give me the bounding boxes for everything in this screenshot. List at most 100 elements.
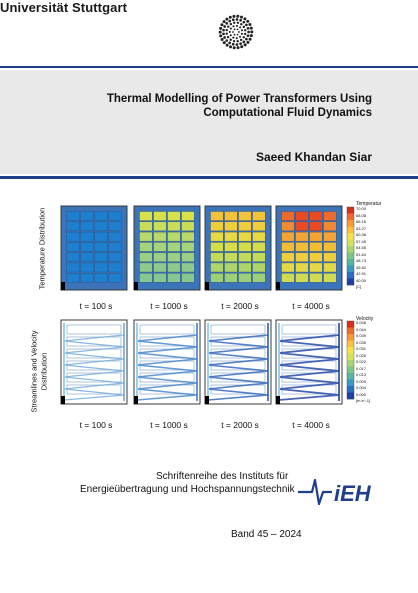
temperature-cell (224, 221, 238, 232)
legend-swatch (347, 321, 354, 328)
logo-dot (227, 25, 230, 28)
velocity-disc (281, 324, 337, 335)
temperature-cell (210, 252, 224, 262)
inlet-block (134, 282, 138, 290)
temperature-cell (281, 231, 295, 242)
temperature-cell (153, 242, 167, 252)
logo-dot (248, 23, 252, 27)
logo-dot (232, 36, 235, 39)
logo-dot (242, 36, 245, 39)
logo-dot (232, 39, 236, 43)
temperature-cell (309, 252, 323, 262)
time-label-row2-1: t = 100 s (79, 420, 113, 430)
temperature-cell (281, 221, 295, 232)
temperature-cell (252, 242, 266, 252)
legend-swatch (347, 353, 354, 361)
logo-dot (240, 29, 244, 32)
logo-dot (228, 30, 231, 33)
temperature-cell (94, 273, 108, 283)
temperature-cell (167, 221, 181, 232)
legend-swatch (347, 220, 354, 227)
logo-dot (242, 20, 246, 24)
logo-dot (245, 23, 248, 27)
legend-tick-label: [m s^-1] (356, 398, 371, 403)
logo-dot (223, 36, 226, 39)
title-band (0, 70, 418, 174)
legend-swatch (347, 259, 354, 266)
temperature-cell (210, 242, 224, 252)
time-label-row1-1: t = 100 s (79, 301, 113, 311)
temperature-cell (323, 273, 337, 283)
logo-dot (222, 28, 225, 32)
temperature-cell (167, 231, 181, 242)
logo-dot (219, 26, 223, 30)
logo-dot (225, 22, 229, 25)
temperature-cell (309, 221, 323, 232)
temperature-cell (153, 231, 167, 242)
temperature-cell (210, 211, 224, 221)
logo-dot (225, 28, 229, 32)
temperature-cell (181, 273, 195, 283)
logo-dot (238, 35, 242, 38)
temperature-cell (238, 273, 252, 283)
temperature-cell (181, 252, 195, 262)
logo-dot (249, 34, 253, 38)
time-label-row2-3: t = 2000 s (221, 420, 259, 430)
logo-dot (236, 46, 240, 50)
logo-dot (225, 39, 229, 42)
legend-tick-label: 0.013 (356, 372, 367, 377)
logo-dot (228, 15, 232, 19)
logo-dot (242, 25, 246, 29)
logo-dot (239, 15, 243, 19)
logo-dot (233, 33, 236, 36)
temperature-cell (224, 262, 238, 273)
temperature-cell (66, 252, 80, 262)
legend-swatch (347, 392, 354, 400)
temperature-cell (66, 231, 80, 242)
temperature-cell (80, 211, 94, 221)
logo-dot (228, 41, 232, 45)
temperature-cell (181, 262, 195, 273)
temperature-cell (80, 221, 94, 232)
logo-dot (231, 18, 235, 22)
logo-dot (232, 31, 234, 33)
temperature-cell (295, 231, 309, 242)
logo-dot (243, 32, 247, 36)
logo-dot (223, 25, 227, 28)
time-label-row2-4: t = 4000 s (292, 420, 330, 430)
velocity-disc (210, 324, 266, 335)
temperature-cell (252, 273, 266, 283)
temperature-cell (108, 221, 122, 232)
legend-tick-label: 0.004 (356, 385, 367, 390)
logo-dot (245, 37, 248, 41)
temperature-cell (108, 231, 122, 242)
book-author: Saeed Khandan Siar (255, 150, 372, 164)
temperature-cell (252, 211, 266, 221)
ieh-lightning-logo-icon: iEH (298, 478, 372, 506)
logo-dot (231, 42, 235, 46)
legend-swatch (347, 213, 354, 221)
logo-dot (222, 41, 226, 45)
temperature-cell (139, 221, 153, 232)
legend-swatch (347, 272, 354, 279)
temperature-cell (224, 211, 238, 221)
velocity-legend-title: Velocity (356, 316, 374, 322)
logo-dot (219, 34, 223, 38)
temperature-cell (252, 252, 266, 262)
temperature-cell (80, 262, 94, 273)
logo-dot (232, 14, 236, 18)
temperature-cell (181, 211, 195, 221)
temperature-cell (94, 252, 108, 262)
legend-swatch (347, 265, 354, 273)
logo-dot (229, 34, 232, 37)
temperature-legend-title: Temperatur (356, 201, 382, 207)
logo-dot (246, 19, 250, 23)
temperature-cell (108, 242, 122, 252)
legend-tick-label: 0.048 (356, 320, 367, 325)
temperature-cell (139, 242, 153, 252)
temperature-cell (139, 211, 153, 221)
inlet-block (134, 396, 138, 404)
legend-tick-label: 54.55 (356, 245, 367, 250)
temperature-cell (309, 231, 323, 242)
university-name: Universität Stuttgart (0, 0, 128, 15)
